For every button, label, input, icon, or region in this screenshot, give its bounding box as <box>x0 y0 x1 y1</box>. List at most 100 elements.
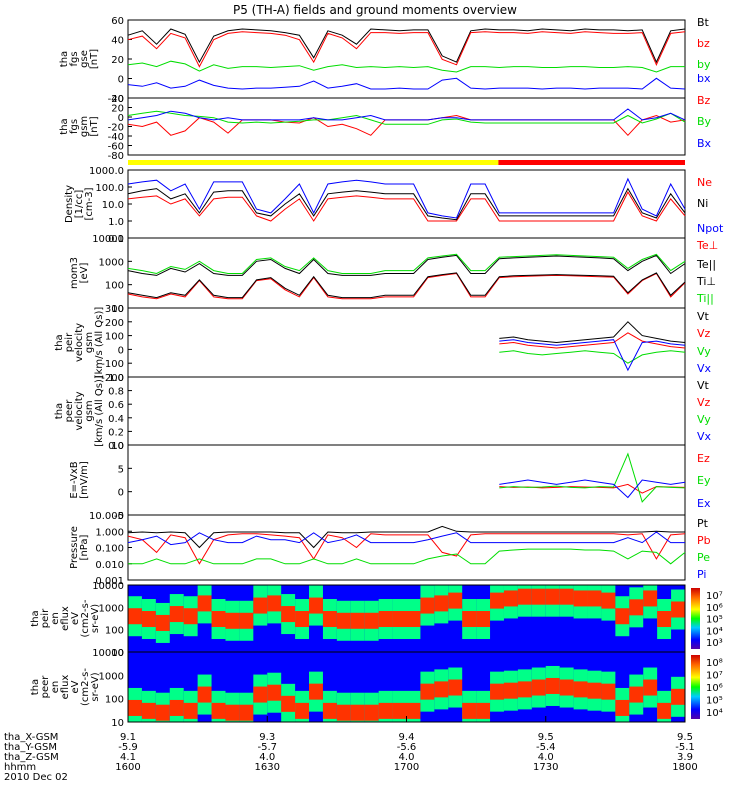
tick-label: 0 <box>118 75 124 86</box>
heatmap-cell <box>420 683 435 700</box>
time-row-value: 4.0 <box>259 752 275 763</box>
heatmap-cell <box>559 679 575 696</box>
heatmap-cell <box>225 704 240 721</box>
heatmap-cell <box>671 601 686 618</box>
time-row-value: 1700 <box>394 762 419 773</box>
tick-label: 10.0 <box>102 200 124 211</box>
tick-label: 100.0 <box>95 183 124 194</box>
heatmap-cell <box>503 590 519 607</box>
panel-frame <box>127 307 686 378</box>
legend-entry: Pt <box>697 517 709 530</box>
series-line <box>127 525 685 549</box>
heatmap-cell <box>392 702 407 719</box>
panel-7: Pressure [nPa] 10.000 1.000 0.100 0.010 0.001 P… <box>69 511 711 587</box>
figure-title: P5 (TH-A) fields and ground moments over… <box>233 3 517 17</box>
time-row-value: 9.3 <box>259 732 275 743</box>
time-row-value: -5.7 <box>257 742 277 753</box>
tick-label: 1.0 <box>108 217 124 228</box>
time-row-value: -5.9 <box>118 742 138 753</box>
heatmap-cell <box>378 611 394 628</box>
time-row-value: -5.6 <box>397 742 417 753</box>
axis-label: eflux <box>60 675 71 700</box>
series-line <box>499 321 686 344</box>
tick-label: 10 <box>111 648 124 659</box>
heatmap-cell <box>657 611 672 628</box>
legend-entry: Ey <box>697 474 711 487</box>
tick-label: 10000 <box>92 234 124 245</box>
series-line <box>127 114 686 137</box>
colorbar-tick-label: 10³ <box>706 638 723 649</box>
axis-label: sr-eV) <box>90 604 101 633</box>
series-line <box>127 253 686 275</box>
series-line <box>499 332 686 349</box>
tick-label: 40 <box>111 36 124 47</box>
heatmap-cell <box>671 688 686 705</box>
heatmap-cell <box>476 702 491 719</box>
colorbar <box>691 588 700 649</box>
axis-label: tha <box>59 118 70 134</box>
axis-label: peir <box>40 608 51 628</box>
series-line <box>127 77 686 90</box>
heatmap-cell <box>295 611 310 628</box>
panel-frame <box>127 169 686 239</box>
tick-label: 200 <box>105 318 124 329</box>
heatmap-cell <box>503 682 519 699</box>
colorbar-tick-label: 10⁶ <box>706 603 723 614</box>
axis-label: fgs <box>69 119 80 134</box>
heatmap-cell <box>197 595 213 612</box>
time-row-value: 9.4 <box>399 732 415 743</box>
heatmap-cell <box>462 611 477 628</box>
series-line <box>127 187 686 221</box>
panel-3: mom3 [eV] 10000 1000 100 10 Te⊥ Te|| Ti⊥ Ti|| <box>69 234 718 315</box>
legend-entry: Bx <box>697 137 712 150</box>
colorbar-tick-label: 10⁷ <box>706 591 723 602</box>
series-line <box>499 483 686 494</box>
colorbar-tick-label: 10⁷ <box>706 671 723 682</box>
time-row-value: 9.5 <box>538 732 554 743</box>
legend-entry: by <box>697 58 711 71</box>
heatmap-cell <box>128 608 143 625</box>
axis-label: en <box>50 681 61 694</box>
tick-label: -200 <box>101 373 124 384</box>
tick-label: 0.1 <box>108 234 124 245</box>
series-line <box>127 191 686 222</box>
tick-label: -100 <box>101 359 124 370</box>
time-row-value: 1600 <box>115 762 140 773</box>
heatmap-cell <box>350 612 366 629</box>
heatmap-cell <box>601 683 616 700</box>
panel-frame <box>127 376 686 446</box>
axis-label: tha <box>30 679 41 695</box>
colorbar-tick-label: 10⁶ <box>706 683 723 694</box>
tick-label: -5 <box>114 511 124 522</box>
time-row-value: 9.5 <box>677 732 693 743</box>
series-line <box>127 60 685 73</box>
heatmap-cell <box>197 686 213 703</box>
legend-entry: Bz <box>697 94 711 107</box>
heatmap-cell <box>239 612 254 629</box>
legend-entry: Vz <box>697 327 711 340</box>
axis-label: [cm-3] <box>84 187 95 220</box>
series-line <box>127 108 686 121</box>
tick-label: 0.8 <box>108 387 124 398</box>
heatmap-cell <box>364 704 380 721</box>
panel-frame <box>127 514 686 581</box>
tick-label: 100 <box>105 332 124 343</box>
series-line <box>127 272 686 300</box>
colorbar-tick-label: 10⁵ <box>706 615 723 626</box>
heatmap-cell <box>128 699 143 716</box>
panel-frame <box>127 19 686 99</box>
axis-label: en <box>50 612 61 625</box>
axis-label: eflux <box>60 606 71 631</box>
tick-label: 10 <box>111 441 124 452</box>
heatmap-cell <box>309 683 324 700</box>
series-line <box>499 452 686 503</box>
axis-label: [km/s (All Qs)] <box>94 307 105 379</box>
heatmap-cell <box>141 702 157 719</box>
axis-label: E=-VxB <box>69 461 80 498</box>
heatmap-cell <box>545 588 561 605</box>
heatmap-cell <box>378 702 394 719</box>
heatmap-cell <box>448 592 463 609</box>
tick-label: 100 <box>105 626 124 637</box>
panel-9: tha peer en eflux eV (cm2-s-sr-eV) 10000 1000 10… <box>30 648 723 729</box>
tick-label: 1000 <box>99 671 124 682</box>
